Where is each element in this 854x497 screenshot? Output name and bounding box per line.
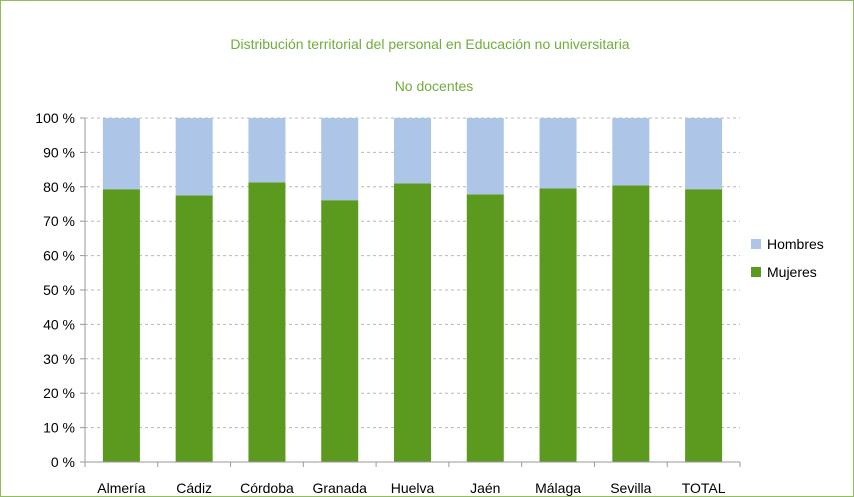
y-tick-label: 80 % xyxy=(43,179,75,195)
bar-hombres xyxy=(539,118,577,189)
y-tick-label: 90 % xyxy=(43,144,75,160)
bar-mujeres xyxy=(466,194,504,463)
chart-subtitle: No docentes xyxy=(395,78,474,94)
legend-label-hombres: Hombres xyxy=(767,236,824,252)
bar-hombres xyxy=(248,118,286,183)
axes xyxy=(84,118,741,467)
bar-mujeres xyxy=(539,188,577,462)
x-tick-label: Córdoba xyxy=(240,480,294,496)
x-tick-label: Huelva xyxy=(391,480,435,496)
y-tick-label: 60 % xyxy=(43,248,75,264)
y-tick-label: 30 % xyxy=(43,351,75,367)
legend-swatch-hombres xyxy=(751,239,761,249)
bar-mujeres xyxy=(102,189,140,462)
x-tick-labels: Almería Cádiz Córdoba Granada Huelva Jaén Mála… xyxy=(97,480,725,496)
x-tick-label: Granada xyxy=(312,480,367,496)
x-tick-label: Jaén xyxy=(470,480,500,496)
x-tick-label: Sevilla xyxy=(610,480,651,496)
y-tick-label: 100 % xyxy=(35,110,75,126)
bar-hombres xyxy=(102,118,140,190)
bar-mujeres xyxy=(175,195,213,462)
bar-mujeres xyxy=(685,189,723,462)
bar-hombres xyxy=(466,118,504,195)
y-tick-label: 40 % xyxy=(43,316,75,332)
bar-hombres xyxy=(394,118,431,184)
bar-mujeres xyxy=(394,183,431,463)
bar-mujeres xyxy=(321,200,359,462)
y-tick-label: 0 % xyxy=(51,454,75,470)
bar-hombres xyxy=(685,118,723,190)
bars xyxy=(102,118,723,463)
x-tick-label: Málaga xyxy=(535,480,581,496)
bar-mujeres xyxy=(248,182,286,462)
bar-mujeres xyxy=(612,185,650,462)
legend-label-mujeres: Mujeres xyxy=(767,264,817,280)
x-tick-label: Almería xyxy=(97,480,145,496)
y-tick-labels: 0 % 10 % 20 % 30 % 40 % 50 % 60 % 70 % 80 % 90 % 1… xyxy=(35,110,75,470)
bar-hombres xyxy=(321,118,359,201)
y-tick-label: 70 % xyxy=(43,213,75,229)
legend-swatch-mujeres xyxy=(751,267,761,277)
x-tick-label: TOTAL xyxy=(682,480,726,496)
chart-title: Distribución territorial del personal en… xyxy=(230,36,629,52)
x-tick-label: Cádiz xyxy=(176,480,212,496)
y-tick-label: 20 % xyxy=(43,385,75,401)
bar-hombres xyxy=(612,118,650,186)
y-tick-label: 10 % xyxy=(43,420,75,436)
bar-hombres xyxy=(175,118,213,196)
y-tick-label: 50 % xyxy=(43,282,75,298)
legend: Hombres Mujeres xyxy=(751,236,824,280)
